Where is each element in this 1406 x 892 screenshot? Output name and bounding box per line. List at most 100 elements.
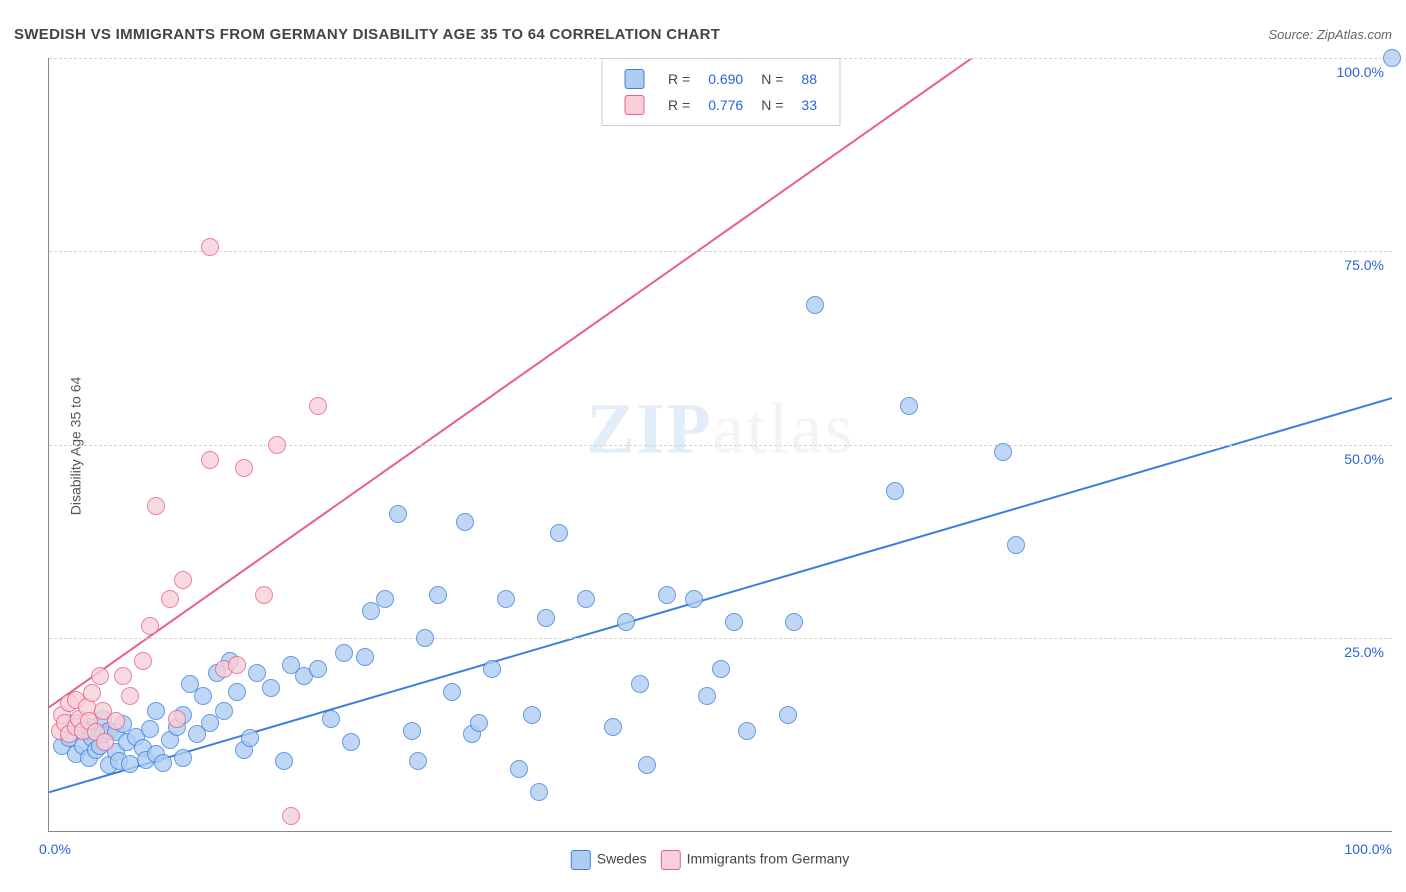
legend-label: Swedes [597, 851, 647, 867]
y-tick-label: 75.0% [1344, 257, 1384, 273]
gridline [49, 251, 1392, 252]
data-point [174, 571, 192, 589]
x-tick-label-min: 0.0% [39, 841, 71, 857]
data-point [107, 712, 125, 730]
data-point [738, 722, 756, 740]
r-label: R = [660, 67, 698, 91]
data-point [356, 648, 374, 666]
data-point [470, 714, 488, 732]
data-point [322, 710, 340, 728]
legend-swatch [661, 850, 681, 870]
y-tick-label: 100.0% [1337, 64, 1384, 80]
data-point [409, 752, 427, 770]
data-point [900, 397, 918, 415]
data-point [1007, 536, 1025, 554]
data-point [416, 629, 434, 647]
data-point [483, 660, 501, 678]
watermark: ZIPatlas [587, 388, 855, 471]
data-point [510, 760, 528, 778]
y-tick-label: 50.0% [1344, 451, 1384, 467]
data-point [268, 436, 286, 454]
r-value: 0.690 [700, 67, 751, 91]
data-point [228, 683, 246, 701]
chart-plot-area: ZIPatlas R =0.690N =88R =0.776N =33 25.0… [48, 58, 1392, 832]
data-point [91, 667, 109, 685]
n-label: N = [753, 67, 791, 91]
data-point [275, 752, 293, 770]
data-point [335, 644, 353, 662]
data-point [114, 667, 132, 685]
data-point [604, 718, 622, 736]
data-point [1383, 49, 1401, 67]
data-point [658, 586, 676, 604]
data-point [994, 443, 1012, 461]
chart-header: SWEDISH VS IMMIGRANTS FROM GERMANY DISAB… [14, 20, 1392, 48]
correlation-legend: R =0.690N =88R =0.776N =33 [601, 58, 840, 126]
data-point [779, 706, 797, 724]
data-point [141, 720, 159, 738]
data-point [631, 675, 649, 693]
chart-source: Source: ZipAtlas.com [1268, 27, 1392, 42]
data-point [617, 613, 635, 631]
data-point [806, 296, 824, 314]
data-point [228, 656, 246, 674]
data-point [282, 807, 300, 825]
data-point [168, 710, 186, 728]
data-point [638, 756, 656, 774]
data-point [121, 687, 139, 705]
correlation-legend-table: R =0.690N =88R =0.776N =33 [614, 65, 827, 119]
chart-title: SWEDISH VS IMMIGRANTS FROM GERMANY DISAB… [14, 26, 720, 43]
data-point [537, 609, 555, 627]
data-point [456, 513, 474, 531]
data-point [141, 617, 159, 635]
n-label: N = [753, 93, 791, 117]
n-value: 33 [793, 93, 825, 117]
data-point [886, 482, 904, 500]
n-value: 88 [793, 67, 825, 91]
data-point [497, 590, 515, 608]
data-point [685, 590, 703, 608]
y-tick-label: 25.0% [1344, 644, 1384, 660]
series-legend: Swedes Immigrants from Germany [557, 850, 849, 870]
data-point [530, 783, 548, 801]
data-point [161, 590, 179, 608]
data-point [255, 586, 273, 604]
legend-swatch [571, 850, 591, 870]
data-point [248, 664, 266, 682]
data-point [403, 722, 421, 740]
legend-label: Immigrants from Germany [687, 851, 850, 867]
data-point [147, 702, 165, 720]
legend-swatch [624, 69, 644, 89]
data-point [96, 733, 114, 751]
gridline [49, 638, 1392, 639]
r-label: R = [660, 93, 698, 117]
trend-line [49, 58, 1016, 707]
data-point [698, 687, 716, 705]
data-point [83, 684, 101, 702]
data-point [262, 679, 280, 697]
legend-row: R =0.776N =33 [616, 93, 825, 117]
data-point [443, 683, 461, 701]
legend-swatch [624, 95, 644, 115]
data-point [201, 451, 219, 469]
data-point [241, 729, 259, 747]
data-point [201, 238, 219, 256]
data-point [577, 590, 595, 608]
data-point [309, 397, 327, 415]
data-point [235, 459, 253, 477]
data-point [154, 754, 172, 772]
data-point [194, 687, 212, 705]
data-point [215, 702, 233, 720]
data-point [376, 590, 394, 608]
data-point [725, 613, 743, 631]
gridline [49, 445, 1392, 446]
r-value: 0.776 [700, 93, 751, 117]
data-point [523, 706, 541, 724]
data-point [309, 660, 327, 678]
data-point [550, 524, 568, 542]
data-point [429, 586, 447, 604]
x-tick-label-max: 100.0% [1345, 841, 1392, 857]
data-point [174, 749, 192, 767]
data-point [785, 613, 803, 631]
data-point [147, 497, 165, 515]
